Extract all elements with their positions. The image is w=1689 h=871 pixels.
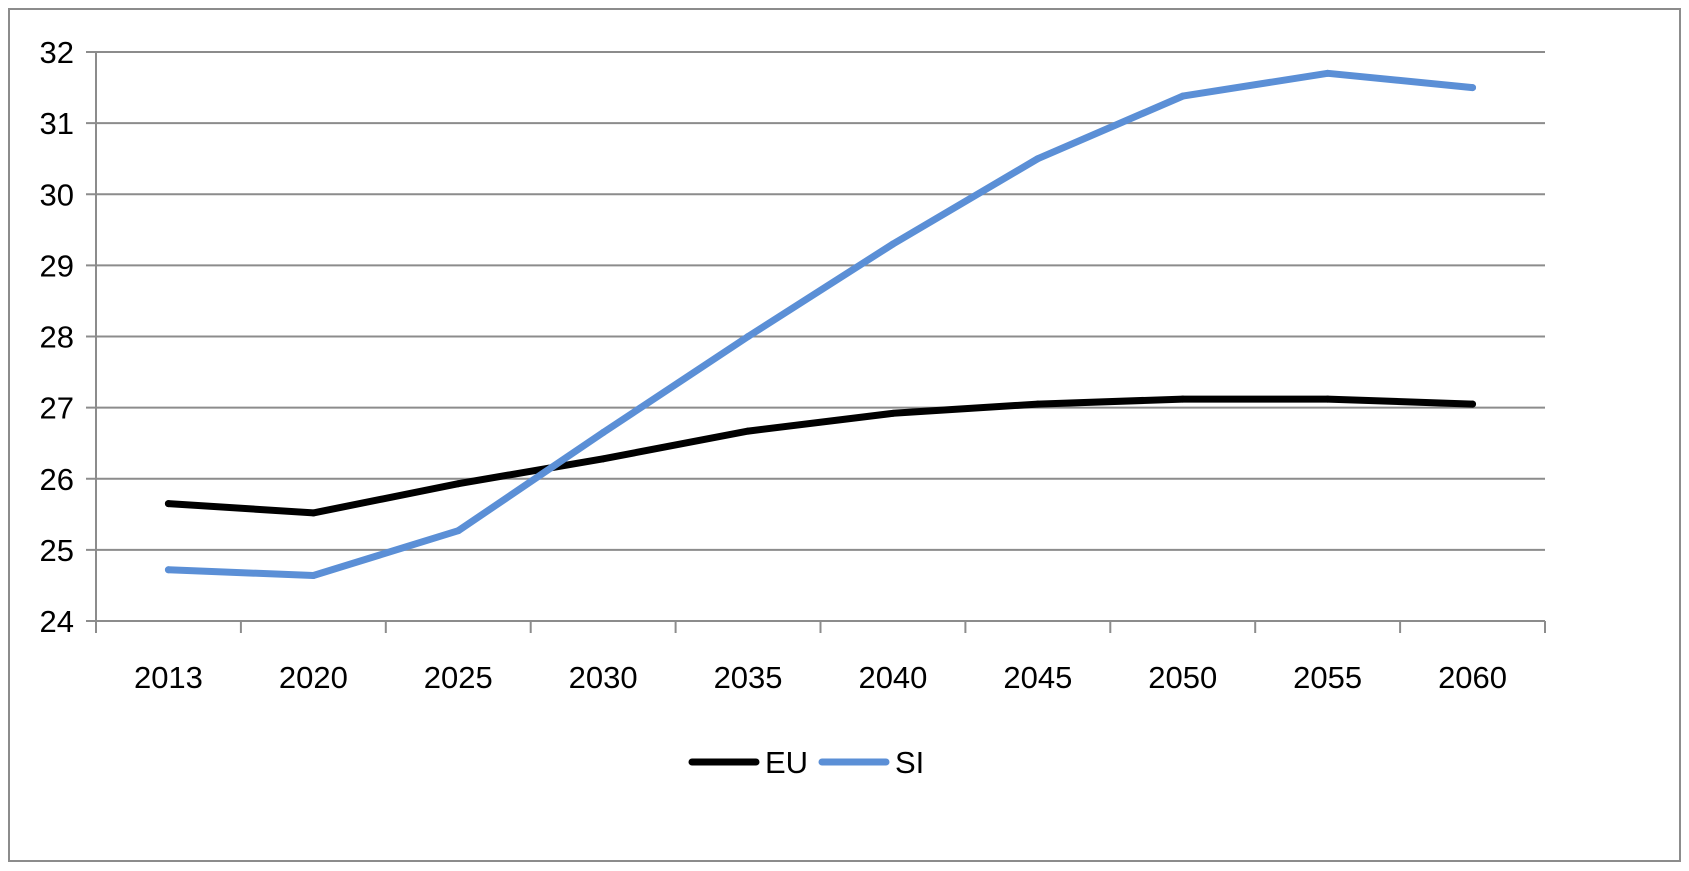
y-tick-label: 32: [40, 35, 74, 70]
x-tick-label: 2045: [1003, 660, 1072, 695]
x-tick-label: 2050: [1148, 660, 1217, 695]
data-point-eu: [164, 500, 172, 508]
legend-label-eu: EU: [765, 745, 808, 780]
legend-label-si: SI: [895, 745, 924, 780]
series-line-si: [164, 69, 1476, 579]
series-lines: [164, 69, 1477, 579]
data-point-eu: [1034, 400, 1042, 408]
data-point-si: [1179, 92, 1187, 100]
x-axis-tick-labels: 2013 2020 2025 2030 2035 2040 2045 2050 2055 2060: [134, 660, 1507, 695]
data-point-si: [164, 566, 172, 574]
data-point-eu: [889, 409, 897, 417]
data-point-eu: [599, 455, 607, 463]
x-tick-label: 2060: [1438, 660, 1507, 695]
chart-frame: 24 25 26 27 28 29 30 31 32 2013 2020 2025 2030 2035 2…: [8, 8, 1681, 862]
y-tick-label: 30: [40, 177, 74, 212]
data-point-si: [454, 527, 462, 535]
legend: EU SI: [688, 745, 924, 780]
y-tick-label: 28: [40, 320, 74, 355]
data-point-si: [1324, 69, 1332, 77]
x-tick-label: 2020: [279, 660, 348, 695]
y-axis-tick-labels: 24 25 26 27 28 29 30 31 32: [40, 35, 74, 639]
y-tick-label: 26: [40, 462, 74, 497]
y-tick-label: 25: [40, 533, 74, 568]
series-line-eu: [164, 395, 1476, 517]
x-tick-label: 2030: [569, 660, 638, 695]
x-tick-label: 2025: [424, 660, 493, 695]
data-point-eu: [1179, 395, 1187, 403]
axes: [86, 51, 1546, 633]
x-tick-label: 2035: [714, 660, 783, 695]
data-point-eu: [309, 509, 317, 517]
data-point-eu: [1469, 400, 1477, 408]
x-tick-label: 2055: [1293, 660, 1362, 695]
data-point-si: [309, 571, 317, 579]
y-tick-label: 24: [40, 604, 74, 639]
data-point-si: [599, 429, 607, 437]
y-tick-label: 31: [40, 106, 74, 141]
data-point-si: [1469, 84, 1477, 92]
x-tick-label: 2013: [134, 660, 203, 695]
data-point-eu: [454, 480, 462, 488]
y-tick-label: 29: [40, 248, 74, 283]
data-point-si: [1034, 155, 1042, 163]
data-point-eu: [744, 427, 752, 435]
data-point-si: [744, 333, 752, 340]
data-point-eu: [1324, 395, 1332, 403]
y-tick-label: 27: [40, 391, 74, 426]
x-tick-label: 2040: [858, 660, 927, 695]
data-point-si: [889, 240, 897, 248]
gridlines: [96, 51, 1545, 551]
